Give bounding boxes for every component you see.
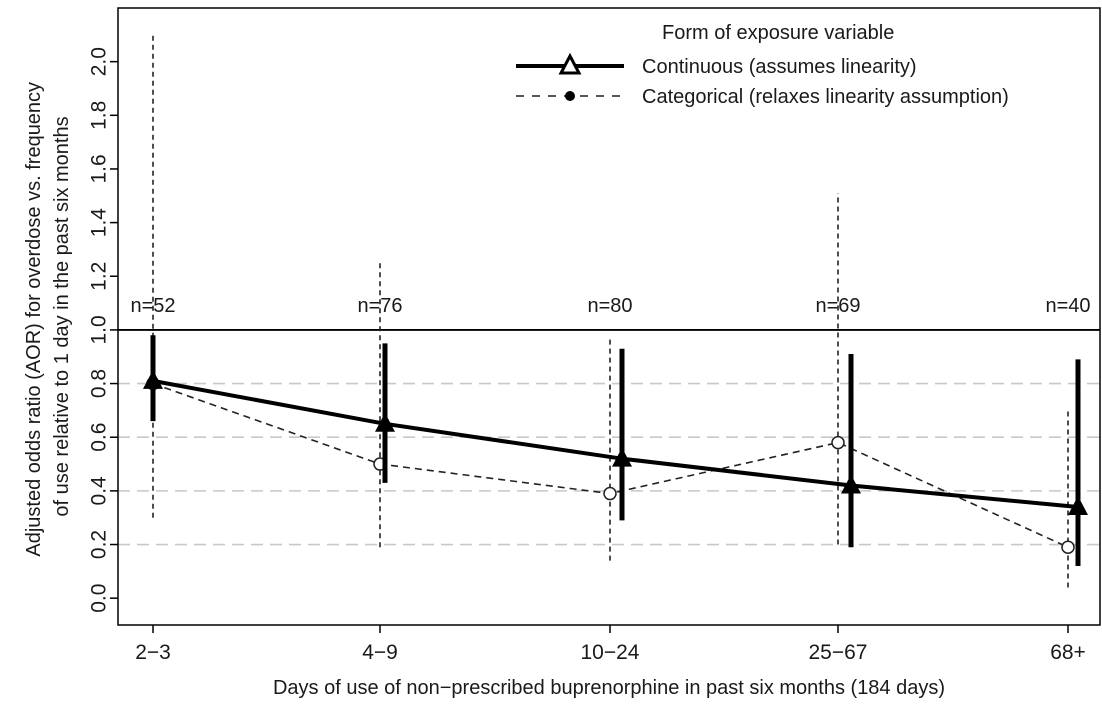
y-tick-label-9: 1.8: [87, 101, 110, 130]
axes: 0.0 0.2 0.4 0.6 0.8 1.0 1.2 1.4 1.6 1.8 2.0 2−3 4−9 1…: [87, 47, 1085, 664]
continuous-point-0: [143, 369, 163, 389]
legend-label-categorical: Categorical (relaxes linearity assumptio…: [642, 86, 1009, 108]
continuous-point-3: [841, 474, 861, 494]
x-tick-label-3: 25−67: [809, 641, 868, 664]
sample-size-label-1: n=76: [357, 295, 402, 317]
x-tick-label-2: 10−24: [581, 641, 640, 664]
sample-size-label-0: n=52: [130, 295, 175, 317]
y-tick-label-0: 0.0: [87, 584, 110, 613]
x-axis-title: Days of use of non−prescribed buprenorph…: [273, 677, 945, 699]
plot-frame: [117, 7, 1101, 626]
sample-size-label-4: n=40: [1045, 295, 1090, 317]
continuous-point-2: [612, 447, 632, 467]
sample-size-label-2: n=80: [587, 295, 632, 317]
x-tick-label-1: 4−9: [362, 641, 398, 664]
y-tick-label-8: 1.6: [87, 154, 110, 183]
categorical-point-4: [1061, 540, 1075, 554]
legend-item-categorical: Categorical (relaxes linearity assumptio…: [516, 86, 1009, 108]
x-tick-label-4: 68+: [1050, 641, 1086, 664]
y-tick-label-3: 0.6: [87, 423, 110, 452]
legend-label-continuous: Continuous (assumes linearity): [642, 56, 917, 78]
y-axis-title: Adjusted odds ratio (AOR) for overdose v…: [23, 76, 73, 556]
y-axis-title-line-1: Adjusted odds ratio (AOR) for overdose v…: [23, 82, 45, 557]
series-group: [143, 34, 1088, 588]
series-categorical: [146, 34, 1075, 588]
y-tick-label-7: 1.4: [87, 208, 110, 238]
sample-size-labels: n=52 n=76 n=80 n=69 n=40: [130, 295, 1090, 317]
legend-title: Form of exposure variable: [662, 22, 894, 44]
continuous-point-4: [1068, 495, 1088, 515]
x-tick-label-0: 2−3: [135, 641, 171, 664]
legend: Form of exposure variable Continuous (as…: [516, 22, 1009, 108]
y-tick-label-4: 0.8: [87, 369, 110, 398]
y-tick-label-6: 1.2: [87, 262, 110, 291]
legend-item-continuous: Continuous (assumes linearity): [516, 52, 917, 78]
continuous-point-1: [375, 412, 395, 432]
series-continuous: [143, 335, 1088, 566]
categorical-point-3: [831, 435, 845, 450]
y-axis-title-line-2: of use relative to 1 day in the past six…: [51, 116, 73, 516]
y-tick-label-5: 1.0: [87, 315, 110, 344]
legend-marker-categorical: [565, 91, 575, 101]
y-tick-label-1: 0.2: [87, 530, 110, 559]
legend-items: Continuous (assumes linearity) Categorica…: [516, 52, 1009, 108]
y-tick-label-2: 0.4: [87, 476, 110, 506]
categorical-point-2: [603, 486, 617, 501]
legend-marker-continuous: [558, 52, 582, 75]
y-tick-label-10: 2.0: [87, 47, 110, 76]
gridlines: [118, 382, 1100, 546]
sample-size-label-3: n=69: [815, 295, 860, 317]
